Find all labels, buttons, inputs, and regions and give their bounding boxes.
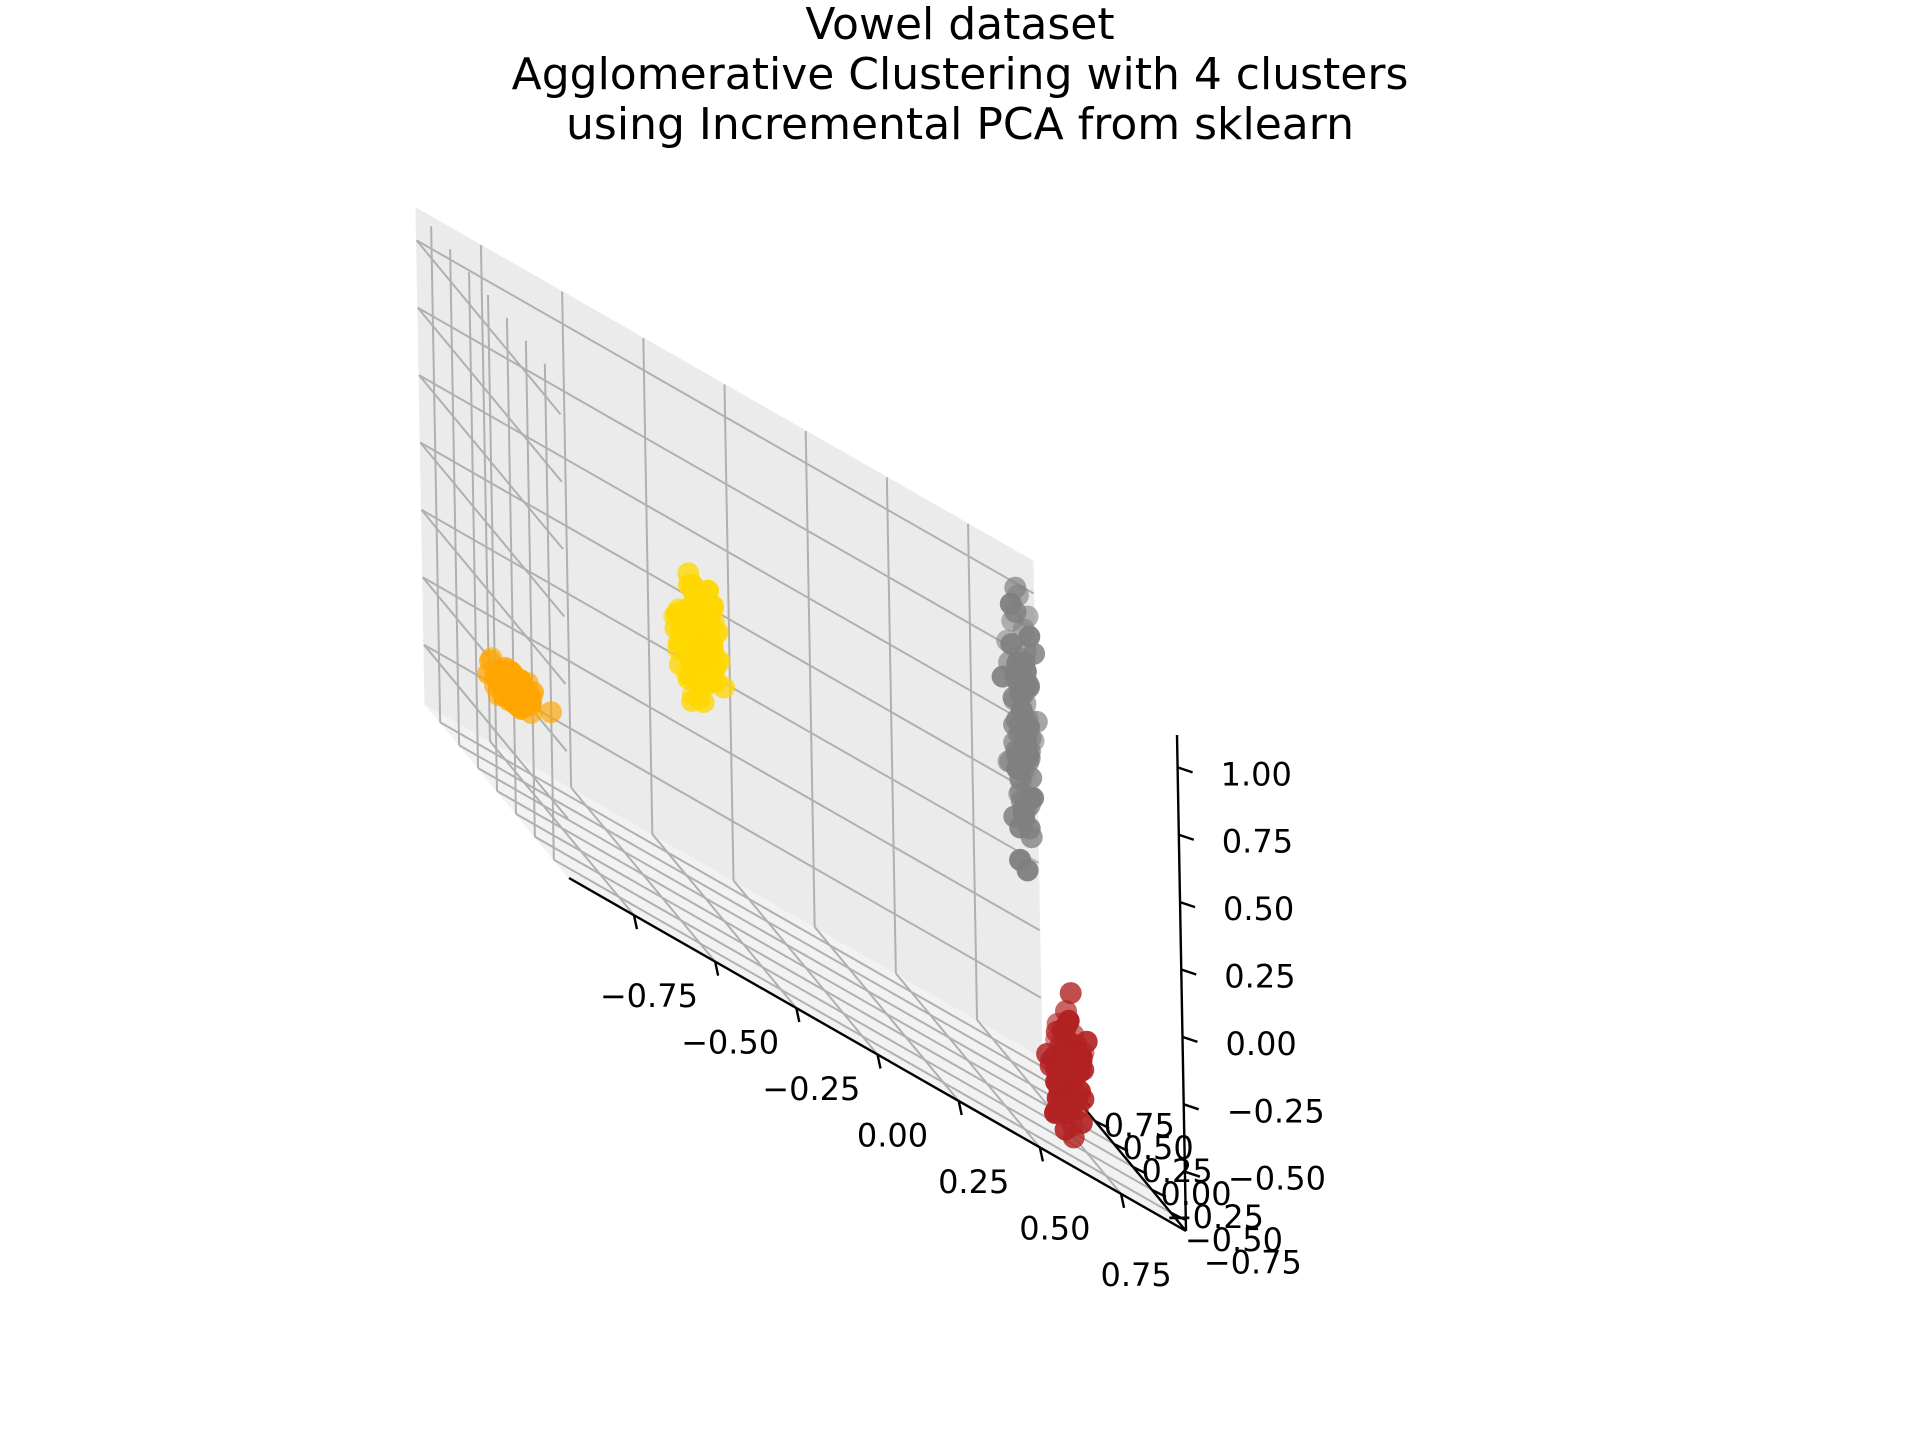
data-point-cluster-2 [687, 614, 709, 636]
data-point-cluster-4 [1021, 826, 1043, 848]
z-tick-label: 0.75 [1222, 823, 1293, 861]
data-point-cluster-4 [1010, 781, 1032, 803]
data-point-cluster-4 [1001, 610, 1023, 632]
data-point-cluster-3 [1054, 1021, 1076, 1043]
x-tick-label: 0.75 [1100, 1256, 1171, 1294]
x-tick-label: −0.50 [681, 1024, 779, 1062]
y-tick-label: 0.75 [1104, 1106, 1175, 1144]
data-point-cluster-1 [520, 692, 542, 714]
z-tick-label: −0.25 [1227, 1092, 1325, 1130]
data-point-cluster-2 [699, 636, 721, 658]
data-point-cluster-3 [1072, 1042, 1094, 1064]
data-point-cluster-4 [1013, 683, 1035, 705]
data-point-cluster-3 [1068, 1062, 1090, 1084]
z-tick-label: −0.50 [1228, 1160, 1326, 1198]
x-tick-label: −0.75 [600, 977, 698, 1015]
x-tick-label: 0.25 [938, 1163, 1009, 1201]
z-tick-mark [1179, 835, 1194, 840]
z-tick-mark [1182, 1037, 1197, 1042]
z-tick-mark [1184, 1104, 1199, 1109]
x-tick-label: 0.00 [857, 1117, 928, 1155]
z-tick-label: 0.25 [1224, 958, 1295, 996]
z-tick-label: 0.00 [1226, 1025, 1297, 1063]
x-tick-label: −0.25 [762, 1070, 860, 1108]
data-point-cluster-1 [540, 701, 562, 723]
data-point-cluster-3 [1060, 982, 1082, 1004]
data-point-cluster-1 [481, 647, 503, 669]
data-point-cluster-4 [1018, 716, 1040, 738]
data-point-cluster-2 [692, 592, 714, 614]
z-tick-label: 1.00 [1221, 755, 1292, 793]
z-tick-label: 0.50 [1223, 890, 1294, 928]
data-point-cluster-4 [998, 651, 1020, 673]
data-point-cluster-3 [1059, 1093, 1081, 1115]
data-point-cluster-4 [1018, 626, 1040, 648]
z-tick-mark [1181, 970, 1196, 975]
data-point-cluster-4 [1009, 849, 1031, 871]
z-tick-mark [1180, 902, 1195, 907]
data-point-cluster-2 [695, 673, 717, 695]
x-tick-label: 0.50 [1019, 1209, 1090, 1247]
z-tick-mark [1178, 767, 1193, 772]
data-point-cluster-4 [1009, 758, 1031, 780]
data-point-cluster-2 [678, 574, 700, 596]
data-point-cluster-1 [495, 684, 517, 706]
